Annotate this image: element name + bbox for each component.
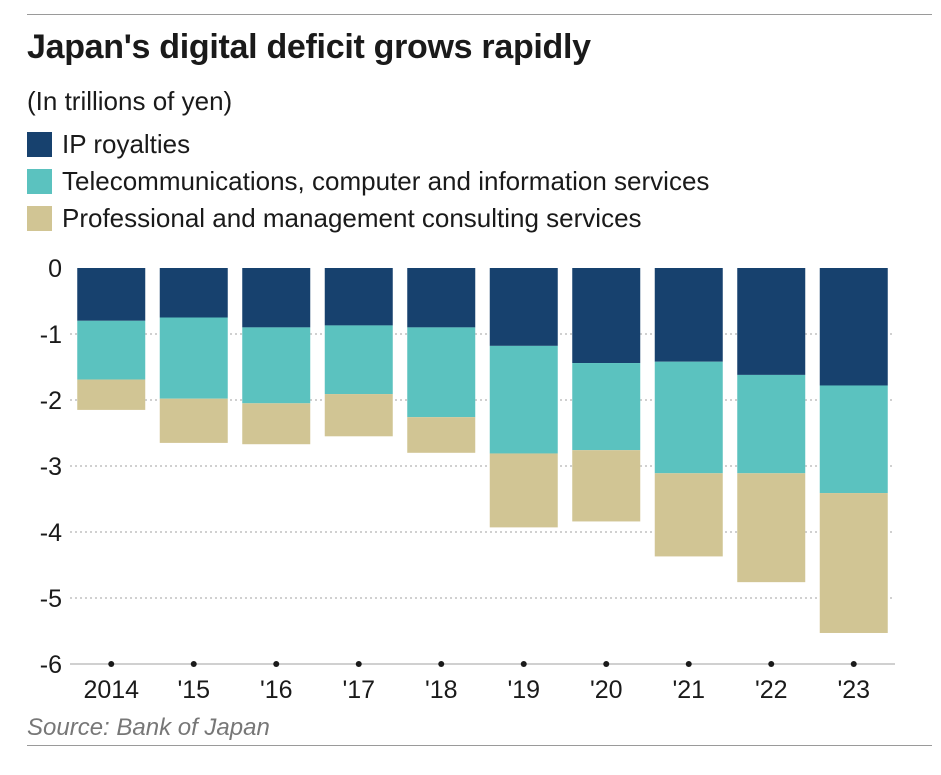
bar-segment (572, 450, 641, 522)
x-tick-dot (768, 661, 775, 667)
legend-swatch-ip-royalties (27, 132, 52, 157)
bar-segment (242, 268, 311, 328)
y-tick-label: -2 (40, 387, 62, 415)
bar-segment (489, 345, 558, 454)
legend-item-ip-royalties: IP royalties (27, 126, 709, 163)
x-tick-label: '17 (342, 676, 375, 704)
bar-segment (819, 385, 888, 494)
bar-segment (407, 327, 476, 418)
bar-segment (489, 453, 558, 528)
bar-segment (737, 473, 806, 583)
bar-segment (77, 268, 146, 321)
bar-segment (819, 493, 888, 633)
bar-segment (77, 379, 146, 410)
bar-segment (819, 268, 888, 386)
x-tick-dot (273, 661, 280, 667)
bar-chart: 0 -1 -2 -3 -4 -5 -6 2014 '15 '16 '17 '18 '19 '20 '21 '2… (40, 255, 895, 704)
legend-label-telecom: Telecommunications, computer and informa… (62, 166, 710, 196)
bar-segment (489, 268, 558, 346)
x-tick-label: '23 (837, 676, 870, 704)
x-tick-dot (685, 661, 692, 667)
x-tick-label: '20 (590, 676, 623, 704)
y-tick-label: -5 (40, 585, 62, 613)
bar-segment (407, 417, 476, 453)
x-tick-label: '16 (260, 676, 293, 704)
x-tick-dot (603, 661, 610, 667)
bar-segment (324, 325, 393, 395)
top-rule (27, 14, 932, 15)
bar-segment (159, 268, 228, 318)
chart-title: Japan's digital deficit grows rapidly (27, 28, 591, 66)
legend-label-ip-royalties: IP royalties (62, 129, 191, 159)
bar-segment (654, 361, 723, 474)
x-tick-label: '22 (755, 676, 788, 704)
x-tick-label: '21 (672, 676, 705, 704)
bar-segment (77, 320, 146, 380)
legend-item-telecom: Telecommunications, computer and informa… (27, 163, 709, 200)
bar-segment (654, 473, 723, 557)
legend-item-consulting: Professional and management consulting s… (27, 200, 709, 237)
x-tick-dot (355, 661, 362, 667)
legend-label-consulting: Professional and management consulting s… (62, 203, 642, 233)
bar-segment (407, 268, 476, 328)
bar-segment (242, 403, 311, 445)
bar-segment (654, 268, 723, 362)
bar-segment (737, 374, 806, 474)
y-tick-label: -4 (40, 519, 62, 547)
bar-segment (242, 327, 311, 404)
x-tick-label: '15 (177, 676, 210, 704)
legend-swatch-consulting (27, 206, 52, 231)
y-tick-label: 0 (48, 255, 62, 283)
x-tick-label: '18 (425, 676, 458, 704)
bar-segment (737, 268, 806, 375)
bar-segment (324, 394, 393, 437)
x-tick-dot (438, 661, 445, 667)
bar-segment (159, 398, 228, 443)
x-tick-dot (108, 661, 115, 667)
bar-segment (324, 268, 393, 326)
bar-segment (159, 317, 228, 399)
y-tick-label: -6 (40, 651, 62, 679)
x-tick-dot (190, 661, 197, 667)
bar-segment (572, 363, 641, 451)
y-tick-label: -3 (40, 453, 62, 481)
x-tick-label: 2014 (83, 676, 139, 704)
y-tick-label: -1 (40, 321, 62, 349)
x-tick-label: '19 (507, 676, 540, 704)
source-note: Source: Bank of Japan (27, 714, 270, 741)
legend: IP royalties Telecommunications, compute… (27, 126, 709, 237)
bottom-rule (27, 745, 932, 746)
x-tick-dot (850, 661, 857, 667)
bar-segment (572, 268, 641, 364)
chart-subtitle: (In trillions of yen) (27, 86, 233, 116)
legend-swatch-telecom (27, 169, 52, 194)
x-tick-dot (520, 661, 527, 667)
